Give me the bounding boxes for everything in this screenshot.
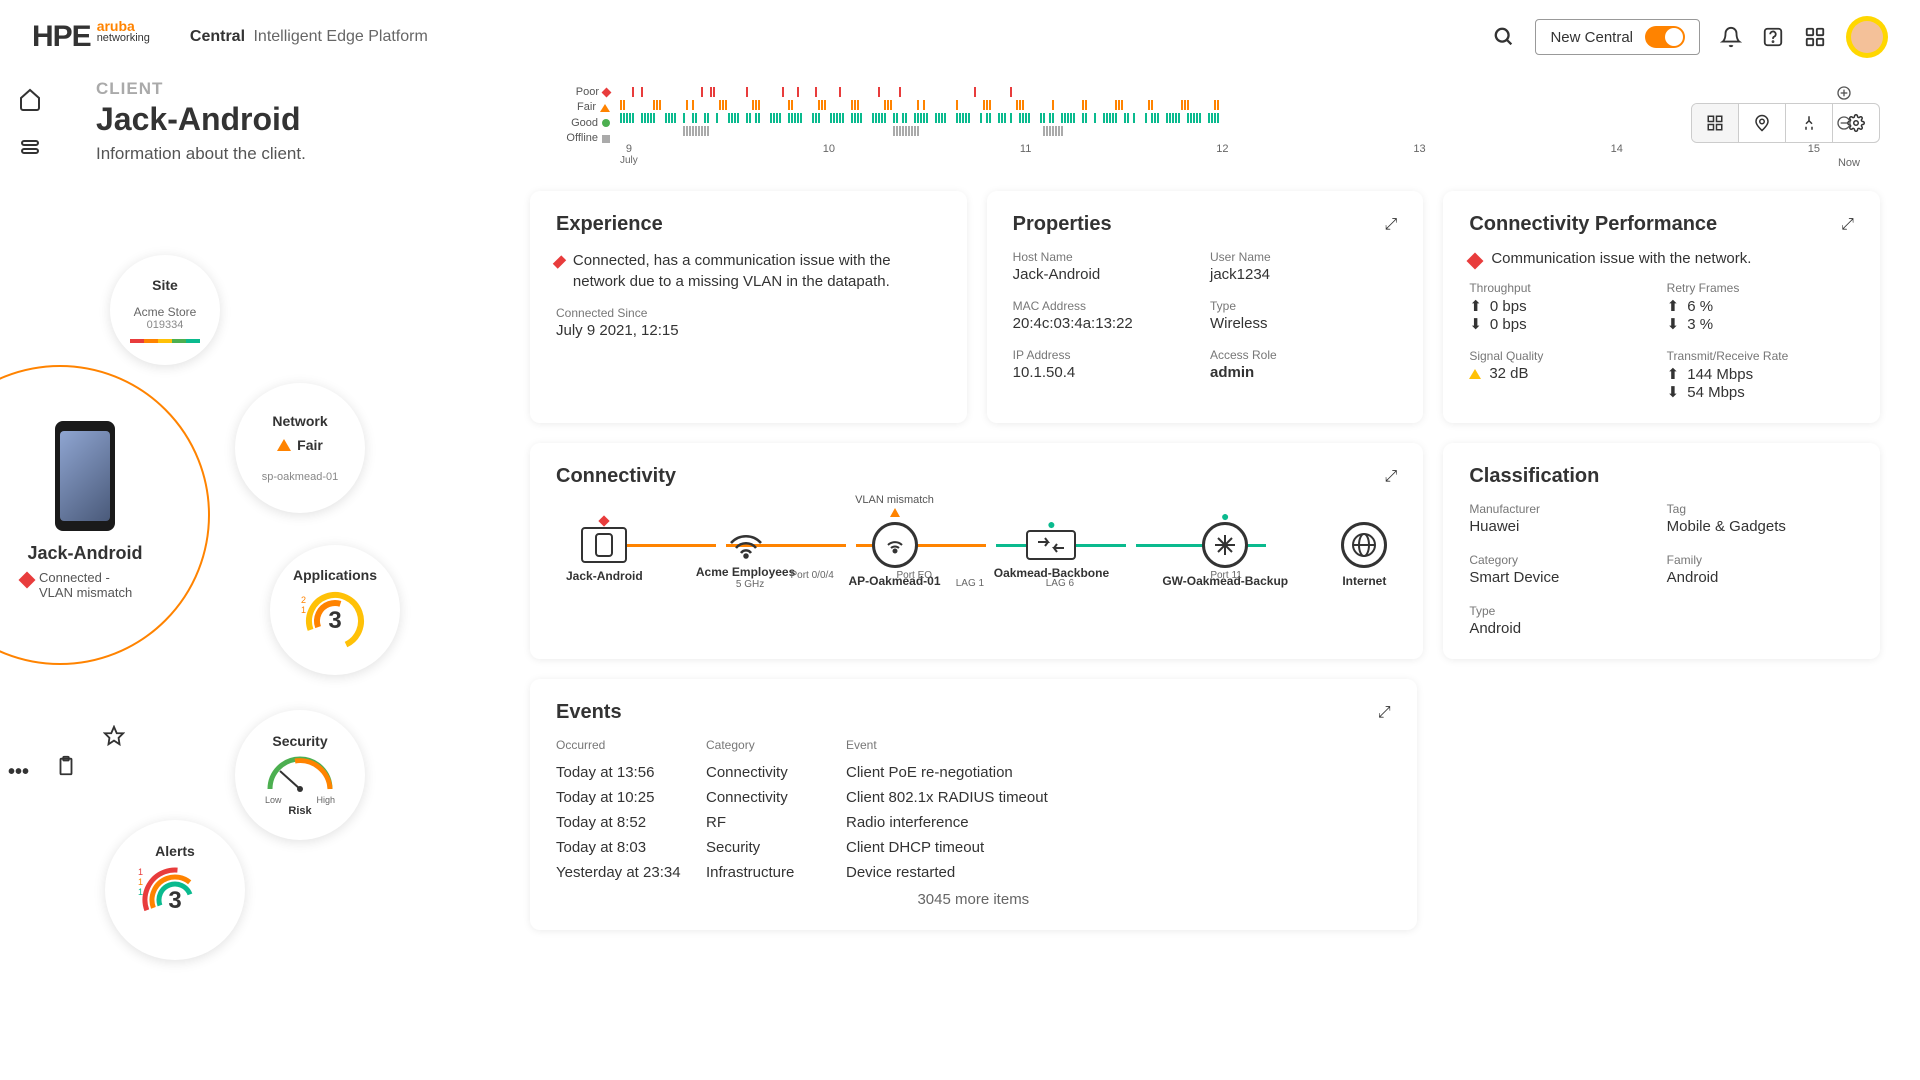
product-name: Central Intelligent Edge Platform [166,28,428,46]
help-icon[interactable] [1762,26,1784,48]
events-card: Events ⤢ Occurred Category Event Today a… [530,679,1417,930]
search-icon[interactable] [1493,26,1515,48]
ap-icon [872,522,918,568]
site-bar-icon [130,339,200,343]
events-row[interactable]: Today at 10:25ConnectivityClient 802.1x … [556,785,1391,810]
upload-icon: ⬆ [1469,297,1482,315]
exp-status-icon [553,255,566,268]
connectivity-diagram: Jack-Android 5 GHz Acme Employees VLAN m… [556,502,1397,608]
zoom-out-icon[interactable] [1836,115,1852,131]
download-icon: ⬇ [1667,383,1680,401]
main-content: Jack-Android Connected - VLAN mismatch S… [0,85,1920,1080]
bell-icon[interactable] [1720,26,1742,48]
events-row[interactable]: Today at 8:52RFRadio interference [556,810,1391,835]
conn-node-switch[interactable]: ● LAG 6 LAG 1 Oakmead-Backbone [994,530,1109,580]
events-header: Occurred Category Event [556,738,1391,752]
phone-icon [55,421,115,531]
expand-icon[interactable]: ⤢ [1841,216,1854,234]
networking-label: networking [97,33,150,44]
offline-icon [602,135,610,143]
more-icon[interactable]: ••• [8,761,29,784]
timeline-now-label: Now [1838,157,1860,169]
upload-icon: ⬆ [1667,365,1680,383]
conn-node-gateway[interactable]: ● Port 11 GW-Oakmead-Backup [1162,522,1288,588]
alerts-circle[interactable]: Alerts 3 1 1 1 [105,820,245,960]
apps-icon[interactable] [1804,26,1826,48]
hpe-logo: HPE aruba networking [32,20,150,54]
download-icon: ⬇ [1667,315,1680,333]
events-row[interactable]: Yesterday at 23:34InfrastructureDevice r… [556,860,1391,885]
classification-card: Classification ManufacturerHuawei TagMob… [1443,443,1880,659]
events-more[interactable]: 3045 more items [556,891,1391,908]
left-panel: Jack-Android Connected - VLAN mismatch S… [0,85,530,1080]
upload-icon: ⬆ [1667,297,1680,315]
wifi-icon [728,531,764,559]
site-circle[interactable]: Site Acme Store 019334 [110,255,220,365]
network-circle[interactable]: Network Fair sp-oakmead-01 [235,383,365,513]
conn-node-internet[interactable]: Internet [1341,522,1387,588]
experience-card: Experience Connected, has a communicatio… [530,191,967,423]
timeline-chart[interactable] [620,87,1820,139]
expand-icon[interactable]: ⤢ [1385,468,1398,486]
conn-node-ssid[interactable]: 5 GHz Acme Employees [696,531,795,579]
device-status: Connected - VLAN mismatch [21,570,139,600]
header-right: New Central [1493,16,1888,58]
events-row[interactable]: Today at 8:03SecurityClient DHCP timeout [556,835,1391,860]
timeline: Poor Fair Good Offline 9July 10 11 12 13… [550,85,1880,175]
cards-row-2: Connectivity ⤢ Jac [530,443,1880,659]
app-header: HPE aruba networking Central Intelligent… [0,0,1920,75]
fair-icon [600,104,610,112]
connectivity-card: Connectivity ⤢ Jac [530,443,1423,659]
conn-node-client[interactable]: Jack-Android [566,527,643,583]
clipboard-icon[interactable] [55,755,77,777]
perf-status-icon [1467,252,1484,269]
user-avatar[interactable] [1846,16,1888,58]
conn-node-ap[interactable]: VLAN mismatch Port EO Port 0/0/4 AP-Oakm… [848,522,940,588]
download-icon: ⬇ [1469,315,1482,333]
timeline-zoom [1836,85,1852,131]
gateway-icon [1202,522,1248,568]
new-central-toggle[interactable]: New Central [1535,19,1700,55]
device-circle[interactable]: Jack-Android Connected - VLAN mismatch [0,365,210,665]
switch-icon [1026,530,1076,560]
security-circle[interactable]: Security Low High Risk [235,710,365,840]
events-row[interactable]: Today at 13:56ConnectivityClient PoE re-… [556,760,1391,785]
good-icon [602,119,610,127]
connectivity-perf-card: Connectivity Performance ⤢ Communication… [1443,191,1880,423]
device-name: Jack-Android [27,543,142,564]
poor-icon [602,88,612,98]
signal-warn-icon [1469,369,1481,379]
cards-row-3: Events ⤢ Occurred Category Event Today a… [530,679,1880,930]
expand-icon[interactable]: ⤢ [1385,216,1398,234]
triangle-icon [277,439,291,451]
phone-icon [581,527,627,563]
events-body: Today at 13:56ConnectivityClient PoE re-… [556,760,1391,885]
logo-section: HPE aruba networking Central Intelligent… [32,20,428,54]
globe-icon [1341,522,1387,568]
cards-row-1: Experience Connected, has a communicatio… [530,191,1880,423]
star-icon[interactable] [103,725,125,747]
properties-card: Properties ⤢ Host NameJack-Android User … [987,191,1424,423]
right-panel: Poor Fair Good Offline 9July 10 11 12 13… [530,85,1920,1080]
status-diamond-icon [19,571,36,588]
timeline-axis: 9July 10 11 12 13 14 15 [620,143,1820,166]
expand-icon[interactable]: ⤢ [1378,704,1391,722]
aruba-logo: aruba [97,20,150,33]
security-gauge-icon [260,749,340,795]
zoom-in-icon[interactable] [1836,85,1852,101]
applications-circle[interactable]: Applications 3 2 1 [270,545,400,675]
